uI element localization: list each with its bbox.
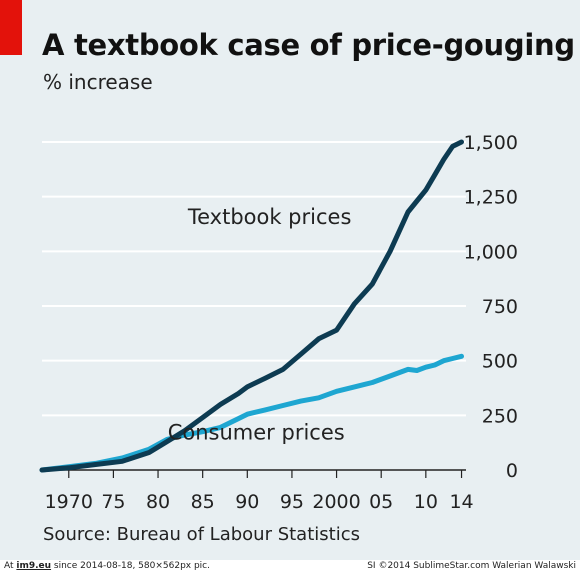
series-line-textbook-prices [39, 139, 464, 473]
footer-site-link[interactable]: im9.eu [16, 561, 52, 571]
footer-left: At im9.eu since 2014-08-18, 580×562px pi… [4, 561, 210, 571]
x-tick-label: 80 [146, 491, 170, 513]
y-tick-label: 250 [482, 405, 518, 427]
chart-subtitle: % increase [43, 70, 153, 94]
x-tick-label: 2000 [312, 491, 360, 513]
series-line-consumer-prices [39, 353, 464, 473]
y-tick-label: 500 [482, 351, 518, 373]
footer-bar: At im9.eu since 2014-08-18, 580×562px pi… [0, 560, 580, 574]
x-tick-label: 85 [191, 491, 215, 513]
x-axis-ticks: 1970 75 80 85 90 95 2000 05 10 14 [45, 470, 474, 513]
chart-title: A textbook case of price-gouging [42, 28, 575, 62]
footer-suffix: since 2014-08-18, 580×562px pic. [51, 561, 210, 571]
footer-credit: SI ©2014 SublimeStar.com Walerian Walaws… [367, 561, 576, 571]
x-tick-label: 90 [235, 491, 259, 513]
gridlines [42, 141, 466, 471]
red-corner-tag [0, 0, 22, 55]
series-annotations: Textbook prices Consumer prices [168, 205, 352, 444]
source-note: Source: Bureau of Labour Statistics [43, 524, 360, 545]
footer-prefix: At [4, 561, 17, 571]
x-tick-label: 05 [369, 491, 393, 513]
series-annotation: Textbook prices [187, 205, 352, 229]
y-tick-label: 1,250 [464, 187, 518, 209]
y-tick-label: 1,000 [464, 241, 518, 263]
y-tick-label: 0 [506, 460, 518, 482]
y-tick-label: 750 [482, 296, 518, 318]
y-axis-ticks: 0 250 500 750 1,000 1,250 1,500 [464, 132, 518, 482]
x-tick-label: 95 [280, 491, 304, 513]
x-tick-label: 75 [101, 491, 125, 513]
series-lines [39, 139, 464, 473]
x-tick-label: 14 [449, 491, 473, 513]
series-annotation: Consumer prices [168, 420, 345, 444]
x-tick-label: 10 [414, 491, 438, 513]
x-tick-label: 1970 [45, 491, 93, 513]
y-tick-label: 1,500 [464, 132, 518, 154]
